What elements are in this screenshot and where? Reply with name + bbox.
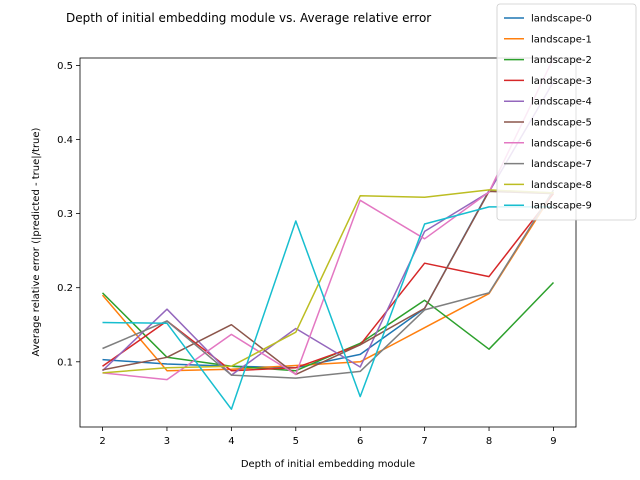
y-tick-label: 0.4 [57, 135, 73, 146]
legend-box [496, 3, 637, 221]
legend: landscape-0 landscape-1 landscape-2 landsca… [496, 3, 637, 221]
series-line-landscape-0 [102, 189, 554, 369]
series-line-landscape-6 [102, 58, 555, 381]
series-line-landscape-5 [102, 190, 554, 376]
y-axis: 0.1 0.2 0.3 0.4 0.5 [57, 61, 80, 368]
legend-label: landscape-6 [531, 138, 592, 149]
x-axis: 2 3 4 5 6 7 8 9 [99, 427, 557, 447]
y-tick-label: 0.5 [57, 61, 73, 72]
legend-label: landscape-5 [531, 118, 592, 129]
y-tick-label: 0.1 [57, 357, 73, 368]
legend-label: landscape-0 [531, 14, 592, 25]
y-axis-label: Average relative error (|predicted - tru… [31, 127, 42, 356]
x-tick-label: 7 [421, 436, 427, 447]
x-tick-label: 6 [357, 436, 363, 447]
legend-label: landscape-2 [531, 55, 592, 66]
x-tick-label: 8 [486, 436, 492, 447]
legend-label: landscape-7 [531, 159, 592, 170]
series-line-landscape-1 [101, 191, 555, 372]
x-tick-label: 5 [293, 436, 299, 447]
y-tick-label: 0.3 [57, 209, 73, 220]
y-tick-label: 0.2 [57, 283, 73, 294]
series-line-landscape-7 [102, 189, 555, 379]
x-tick-label: 4 [228, 436, 234, 447]
legend-label: landscape-4 [531, 97, 592, 108]
series-line-landscape-8 [102, 189, 554, 374]
series-line-landscape-3 [102, 193, 555, 372]
x-tick-label: 9 [550, 436, 556, 447]
legend-label: landscape-8 [531, 180, 592, 191]
x-tick-label: 2 [99, 436, 105, 447]
legend-label: landscape-3 [531, 76, 592, 87]
x-axis-label: Depth of initial embedding module [241, 459, 415, 470]
series-line-landscape-4 [101, 81, 555, 376]
x-tick-label: 3 [164, 436, 170, 447]
series-line-landscape-9 [102, 206, 554, 410]
plot-frame [79, 57, 577, 428]
series-lines [101, 58, 555, 410]
legend-label: landscape-1 [531, 34, 592, 45]
legend-label: landscape-9 [531, 201, 592, 212]
chart-title: Depth of initial embedding module vs. Av… [66, 11, 431, 25]
